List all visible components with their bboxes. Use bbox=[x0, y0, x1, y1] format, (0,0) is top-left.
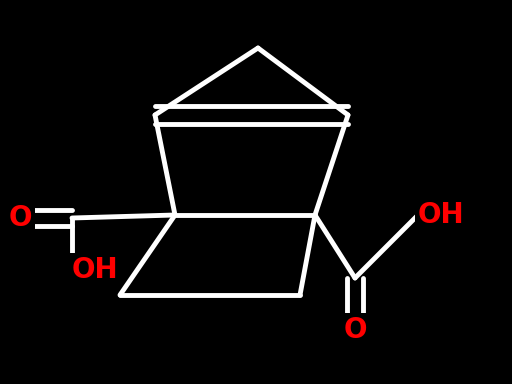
Text: O: O bbox=[343, 316, 367, 344]
Text: O: O bbox=[8, 204, 32, 232]
Text: OH: OH bbox=[418, 201, 464, 229]
Text: OH: OH bbox=[72, 256, 119, 284]
